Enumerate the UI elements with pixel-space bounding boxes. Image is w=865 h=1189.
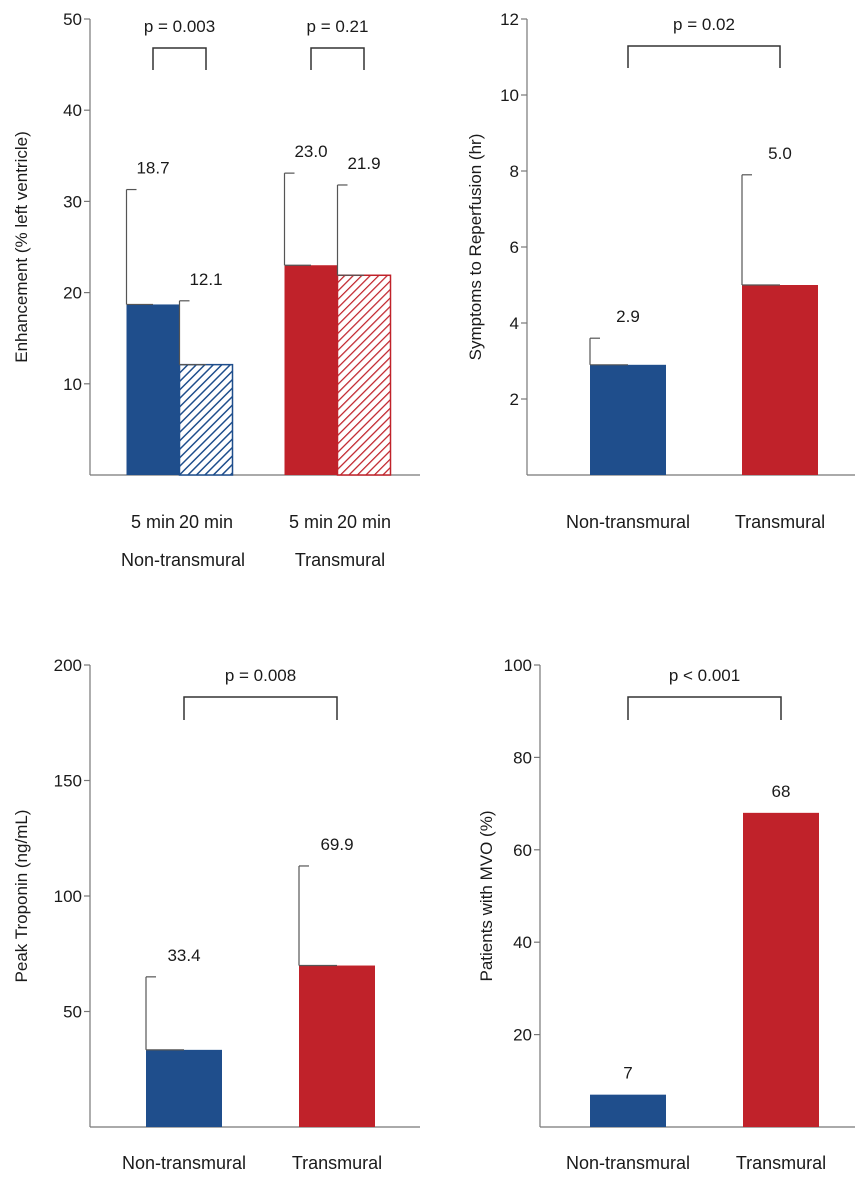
y-tick-label: 10	[63, 375, 82, 394]
chart-panel-symptoms: 2 4 6 8 10 12 Symptoms to Reperfusion (hr) 2.9 5…	[466, 10, 855, 532]
y-tick-label: 2	[510, 390, 519, 409]
x-category-label: Non-transmural	[122, 1153, 246, 1173]
x-category-label: Transmural	[736, 1153, 826, 1173]
bar-enhancement-1	[178, 363, 234, 476]
chart-panel-troponin: 50 100 150 200 Peak Troponin (ng/mL) 33.4 69.9…	[12, 656, 420, 1173]
data-label: 23.0	[294, 142, 327, 161]
bar-troponin-1	[299, 965, 375, 1127]
data-label: 21.9	[347, 154, 380, 173]
data-label: 2.9	[616, 307, 640, 326]
y-tick-label: 150	[54, 772, 82, 791]
x-group-label: Non-transmural	[121, 550, 245, 570]
x-category-label: 5 min	[289, 512, 333, 532]
x-category-label: 20 min	[179, 512, 233, 532]
x-category-label: Transmural	[735, 512, 825, 532]
bar-enhancement-0	[126, 304, 180, 475]
x-category-label: 5 min	[131, 512, 175, 532]
data-label: 5.0	[768, 144, 792, 163]
y-tick-label: 100	[54, 887, 82, 906]
bar-enhancement-2	[284, 265, 338, 475]
data-label: 69.9	[320, 835, 353, 854]
y-axis-label: Patients with MVO (%)	[477, 811, 496, 982]
bar-enhancement-3	[336, 274, 392, 476]
y-tick-label: 12	[500, 10, 519, 29]
bar-mvo-0	[590, 1094, 666, 1127]
y-tick-label: 8	[510, 162, 519, 181]
x-category-label: Non-transmural	[566, 1153, 690, 1173]
y-tick-label: 80	[513, 748, 532, 767]
bar-symptoms-0	[590, 364, 666, 475]
y-tick-label: 40	[63, 101, 82, 120]
chart-panel-enhancement: 10 20 30 40 50 Enhancement (% left ventricle)…	[12, 10, 420, 570]
y-tick-label: 40	[513, 933, 532, 952]
y-axis-label: Peak Troponin (ng/mL)	[12, 810, 31, 983]
significance-bracket	[310, 47, 365, 70]
y-tick-label: 6	[510, 238, 519, 257]
chart-panel-mvo: 20 40 60 80 100 Patients with MVO (%) 7 68 p < 0…	[477, 656, 855, 1173]
y-axis-label: Symptoms to Reperfusion (hr)	[466, 134, 485, 361]
significance-bracket	[152, 47, 207, 70]
x-category-label: 20 min	[337, 512, 391, 532]
x-category-label: Non-transmural	[566, 512, 690, 532]
bar-mvo-1	[743, 812, 819, 1127]
x-group-label: Transmural	[295, 550, 385, 570]
y-tick-label: 10	[500, 86, 519, 105]
data-label: 7	[623, 1064, 632, 1083]
data-label: 18.7	[136, 159, 169, 178]
y-tick-label: 50	[63, 10, 82, 29]
y-tick-label: 4	[510, 314, 519, 333]
y-tick-label: 30	[63, 192, 82, 211]
y-tick-label: 50	[63, 1003, 82, 1022]
y-tick-label: 100	[504, 656, 532, 675]
y-tick-label: 20	[63, 284, 82, 303]
p-value-label: p = 0.003	[144, 17, 215, 36]
p-value-label: p < 0.001	[669, 666, 740, 685]
data-label: 33.4	[167, 946, 200, 965]
significance-bracket	[627, 45, 781, 68]
y-tick-label: 200	[54, 656, 82, 675]
data-label: 68	[772, 782, 791, 801]
data-label: 12.1	[189, 270, 222, 289]
significance-bracket	[627, 696, 782, 720]
y-tick-label: 20	[513, 1026, 532, 1045]
bar-troponin-0	[146, 1049, 222, 1127]
x-category-label: Transmural	[292, 1153, 382, 1173]
bar-symptoms-1	[742, 285, 818, 475]
p-value-label: p = 0.21	[307, 17, 369, 36]
y-tick-label: 60	[513, 841, 532, 860]
p-value-label: p = 0.008	[225, 666, 296, 685]
y-axis-label: Enhancement (% left ventricle)	[12, 131, 31, 363]
p-value-label: p = 0.02	[673, 15, 735, 34]
significance-bracket	[183, 696, 338, 720]
